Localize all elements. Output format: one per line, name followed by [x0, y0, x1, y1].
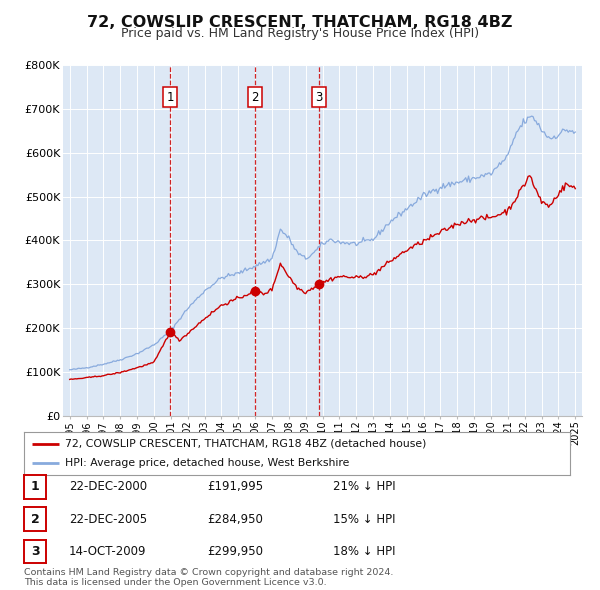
Text: £191,995: £191,995 — [207, 480, 263, 493]
Text: £299,950: £299,950 — [207, 545, 263, 558]
Text: 3: 3 — [31, 545, 40, 558]
Text: 18% ↓ HPI: 18% ↓ HPI — [333, 545, 395, 558]
Text: 72, COWSLIP CRESCENT, THATCHAM, RG18 4BZ (detached house): 72, COWSLIP CRESCENT, THATCHAM, RG18 4BZ… — [65, 439, 427, 449]
Text: 2: 2 — [31, 513, 40, 526]
Text: 22-DEC-2005: 22-DEC-2005 — [69, 513, 147, 526]
Text: 14-OCT-2009: 14-OCT-2009 — [69, 545, 146, 558]
Text: Contains HM Land Registry data © Crown copyright and database right 2024.
This d: Contains HM Land Registry data © Crown c… — [24, 568, 394, 587]
Text: 15% ↓ HPI: 15% ↓ HPI — [333, 513, 395, 526]
Text: 3: 3 — [315, 91, 323, 104]
Text: £284,950: £284,950 — [207, 513, 263, 526]
Text: HPI: Average price, detached house, West Berkshire: HPI: Average price, detached house, West… — [65, 458, 349, 468]
Text: 21% ↓ HPI: 21% ↓ HPI — [333, 480, 395, 493]
Text: 1: 1 — [167, 91, 174, 104]
Text: 22-DEC-2000: 22-DEC-2000 — [69, 480, 147, 493]
Text: Price paid vs. HM Land Registry's House Price Index (HPI): Price paid vs. HM Land Registry's House … — [121, 27, 479, 40]
Text: 2: 2 — [251, 91, 259, 104]
Text: 72, COWSLIP CRESCENT, THATCHAM, RG18 4BZ: 72, COWSLIP CRESCENT, THATCHAM, RG18 4BZ — [87, 15, 513, 30]
Text: 1: 1 — [31, 480, 40, 493]
